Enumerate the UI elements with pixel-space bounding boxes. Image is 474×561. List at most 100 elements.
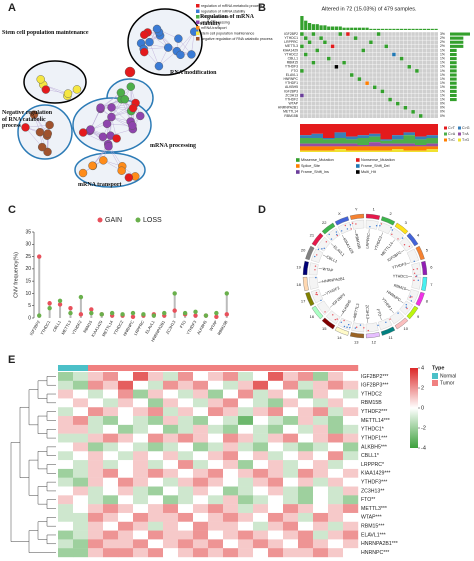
heat-cell (208, 424, 224, 434)
heat-cell (88, 442, 104, 452)
heat-cell (193, 451, 209, 461)
heat-cell (193, 416, 209, 426)
cluster-label-box: mRNA processing (150, 143, 196, 149)
transition-segment (380, 150, 392, 152)
gene-label: METTL14 (380, 242, 394, 257)
type-cell (268, 365, 284, 371)
legend-label: Missense_Mutation (301, 158, 334, 162)
point (172, 291, 177, 296)
transition-segment (357, 124, 369, 136)
transition-segment (357, 138, 369, 145)
heat-cell (343, 442, 359, 452)
gene-label: RBM15B (284, 114, 298, 118)
heat-cell (118, 504, 134, 514)
legend-swatch (196, 20, 200, 24)
y-tick-label: 30 (25, 242, 31, 248)
cnv-dot (328, 233, 330, 236)
chromosome-band (366, 332, 381, 339)
x-tick-label: YTHDC1 (39, 319, 52, 336)
heat-cell (283, 512, 299, 522)
panel-label: E (8, 354, 15, 366)
type-cell (343, 365, 359, 371)
heat-cell (283, 372, 299, 382)
heat-cell (268, 416, 284, 426)
frequency-bar (450, 36, 464, 40)
gene-label: YTHDC2 (284, 52, 298, 56)
burden-bar (346, 27, 350, 30)
transition-segment (311, 138, 323, 144)
point (68, 305, 73, 311)
heat-cell (58, 460, 74, 470)
burden-bar (319, 25, 323, 30)
legend-swatch (444, 138, 447, 142)
heat-cell (238, 495, 254, 505)
gene-label: YTHDC2 (374, 235, 383, 251)
heat-cell (283, 548, 299, 558)
network-node (63, 89, 73, 98)
mutation-cell (388, 97, 392, 102)
point (141, 312, 146, 317)
transition-segment (346, 143, 358, 147)
chromosome-band (349, 332, 364, 339)
mutation-cell (338, 32, 342, 36)
network-edge (180, 31, 195, 55)
mutation-cell (361, 48, 365, 53)
mutation-cell (411, 110, 415, 114)
chromosome-band (311, 232, 324, 247)
chromosome-label: 4 (417, 232, 420, 237)
gene-label: METTL3 (285, 44, 298, 48)
heat-cell (193, 433, 209, 443)
legend-label: Tumor (440, 380, 455, 386)
cnv-dot (349, 224, 352, 226)
gene-label: YTHDF1 (285, 81, 298, 85)
network-node (98, 132, 108, 141)
point (120, 312, 125, 317)
gene-tick (318, 281, 323, 283)
heat-cell (298, 380, 314, 390)
transition-segment (403, 143, 415, 147)
heat-cell (178, 477, 194, 487)
heat-cell (88, 530, 104, 540)
cnv-dot (314, 265, 317, 267)
heat-cell (193, 407, 209, 417)
burden-bar (342, 27, 346, 30)
cnv-dot (340, 321, 342, 324)
heat-cell (298, 530, 314, 540)
heat-cell (118, 380, 134, 390)
chromosome-band (311, 305, 324, 320)
chromosome-label: 13 (354, 339, 359, 344)
heat-cell (103, 486, 119, 496)
heat-cell (283, 477, 299, 487)
heat-cell (328, 495, 344, 505)
heat-cell (88, 548, 104, 558)
row-label: IGF2BP3*** (361, 383, 388, 389)
cnv-dot (321, 248, 323, 250)
heat-cell (88, 486, 104, 496)
chromosome-band (394, 317, 409, 330)
dendrogram (46, 499, 56, 509)
legend-dot (97, 217, 103, 223)
burden-bar (407, 28, 411, 30)
cnv-dot (408, 245, 411, 248)
transition-segment (300, 146, 312, 151)
heat-cell (163, 512, 179, 522)
mutation-cell (304, 52, 308, 57)
transition-segment (323, 124, 335, 138)
heat-cell (163, 460, 179, 470)
chromosome-label: 18 (296, 282, 301, 287)
heat-cell (133, 407, 149, 417)
transition-segment (323, 146, 335, 151)
cnv-dot (347, 323, 350, 326)
legend-label: T>G (462, 138, 469, 142)
percent-label: 2% (440, 44, 445, 48)
heat-cell (178, 372, 194, 382)
heat-cell (343, 389, 359, 399)
heat-cell (253, 398, 269, 408)
cnv-dot (314, 255, 316, 258)
transition-segment (380, 124, 392, 140)
heat-cell (253, 495, 269, 505)
track (325, 227, 341, 242)
legend-swatch (458, 138, 461, 142)
heat-cell (253, 389, 269, 399)
heat-cell (58, 521, 74, 531)
